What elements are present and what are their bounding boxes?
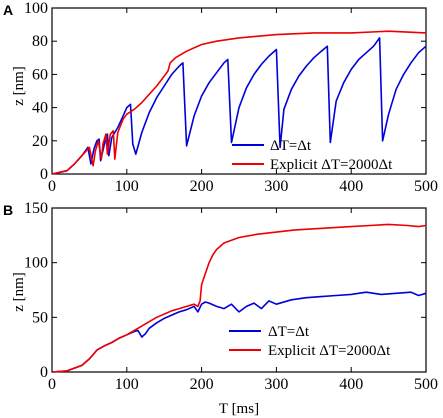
- panel-b-label: B: [3, 202, 13, 218]
- panel-b-ticks: 0 100 200 300 400 500 0 50 100 150: [24, 200, 438, 393]
- panel-a-label: A: [3, 2, 13, 18]
- panel-b-ytick-label: 150: [24, 200, 48, 217]
- panel-a-xtick-label: 400: [339, 178, 363, 195]
- panel-a-xtick-label: 500: [414, 178, 438, 195]
- panel-b-xlabel: T [ms]: [219, 401, 259, 417]
- panel-b-ytick-label: 50: [32, 309, 48, 326]
- panel-b-ylabel: z [nm]: [11, 272, 27, 312]
- panel-b-legend: ΔT=Δt Explicit ΔT=2000Δt: [229, 324, 391, 359]
- panel-b: B z [nm] 0 100 200 300 400 500 0 50 100 150 ΔT=Δt…: [3, 200, 438, 417]
- panel-b-xtick-label: 500: [414, 376, 438, 393]
- panel-b-legend-label-blue: ΔT=Δt: [268, 324, 310, 340]
- panel-a-ylabel: z [nm]: [11, 66, 27, 106]
- panel-b-series-line-blue: [51, 291, 427, 373]
- panel-a-series: [51, 30, 427, 175]
- panel-a-legend-label-blue: ΔT=Δt: [270, 138, 312, 154]
- panel-a-xtick-label: 200: [190, 178, 214, 195]
- panel-b-legend-label-red: Explicit ΔT=2000Δt: [268, 343, 391, 359]
- panel-a-ytick-label: 0: [40, 166, 48, 183]
- panel-a-ticks: 0 100 200 300 400 500 0 20 40 60 80 100: [24, 0, 438, 195]
- panel-a-ytick-label: 20: [32, 133, 48, 150]
- panel-a-xtick-label: 100: [115, 178, 139, 195]
- panel-b-plot-frame: [51, 207, 427, 373]
- panel-a-legend-label-red: Explicit ΔT=2000Δt: [270, 157, 393, 173]
- panel-a-series-line-red: [51, 30, 427, 175]
- panel-b-xtick-label: 0: [48, 376, 56, 393]
- panel-a-ytick-label: 60: [32, 66, 48, 83]
- panel-b-series-line-red: [51, 223, 427, 373]
- panel-b-ytick-label: 0: [40, 364, 48, 381]
- panel-a-xtick-label: 0: [48, 178, 56, 195]
- panel-a-legend: ΔT=Δt Explicit ΔT=2000Δt: [232, 138, 393, 173]
- panel-b-series: [51, 223, 427, 373]
- panel-a-ytick-label: 100: [24, 0, 48, 17]
- panel-a-ytick-label: 80: [32, 33, 48, 50]
- panel-a-xtick-label: 300: [264, 178, 288, 195]
- panel-b-xtick-label: 100: [115, 376, 139, 393]
- panel-a: A z [nm] 0 100 200 300 400 500 0 20 40 60 80 100 ΔT…: [3, 0, 438, 195]
- panel-a-plot-frame: [51, 7, 427, 175]
- panel-b-xtick-label: 300: [264, 376, 288, 393]
- panel-b-ytick-label: 100: [24, 255, 48, 272]
- panel-b-xtick-label: 200: [190, 376, 214, 393]
- panel-b-xtick-label: 400: [339, 376, 363, 393]
- panel-a-ytick-label: 40: [32, 100, 48, 117]
